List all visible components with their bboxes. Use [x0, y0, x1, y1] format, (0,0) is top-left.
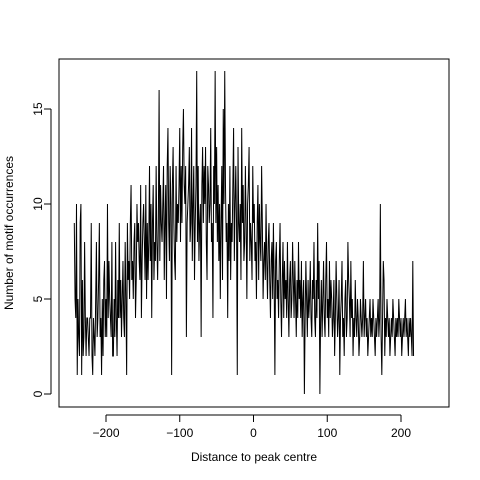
x-tick-label: −200 — [92, 426, 119, 440]
x-tick-label: −100 — [166, 426, 193, 440]
x-axis: −200 −100 0 100 200 — [92, 414, 411, 440]
series-line — [73, 70, 415, 395]
y-tick-label: 5 — [31, 295, 45, 302]
x-tick-label: 200 — [391, 426, 411, 440]
y-axis-label: Number of motif occurrences — [2, 156, 16, 310]
x-tick-label: 0 — [250, 426, 257, 440]
y-tick-label: 0 — [31, 390, 45, 397]
y-tick-label: 15 — [31, 102, 45, 116]
x-tick-label: 100 — [317, 426, 337, 440]
y-axis: 0 5 10 15 — [31, 102, 52, 397]
y-tick-label: 10 — [31, 197, 45, 211]
plot-frame — [58, 58, 450, 408]
x-axis-label: Distance to peak centre — [191, 450, 317, 464]
